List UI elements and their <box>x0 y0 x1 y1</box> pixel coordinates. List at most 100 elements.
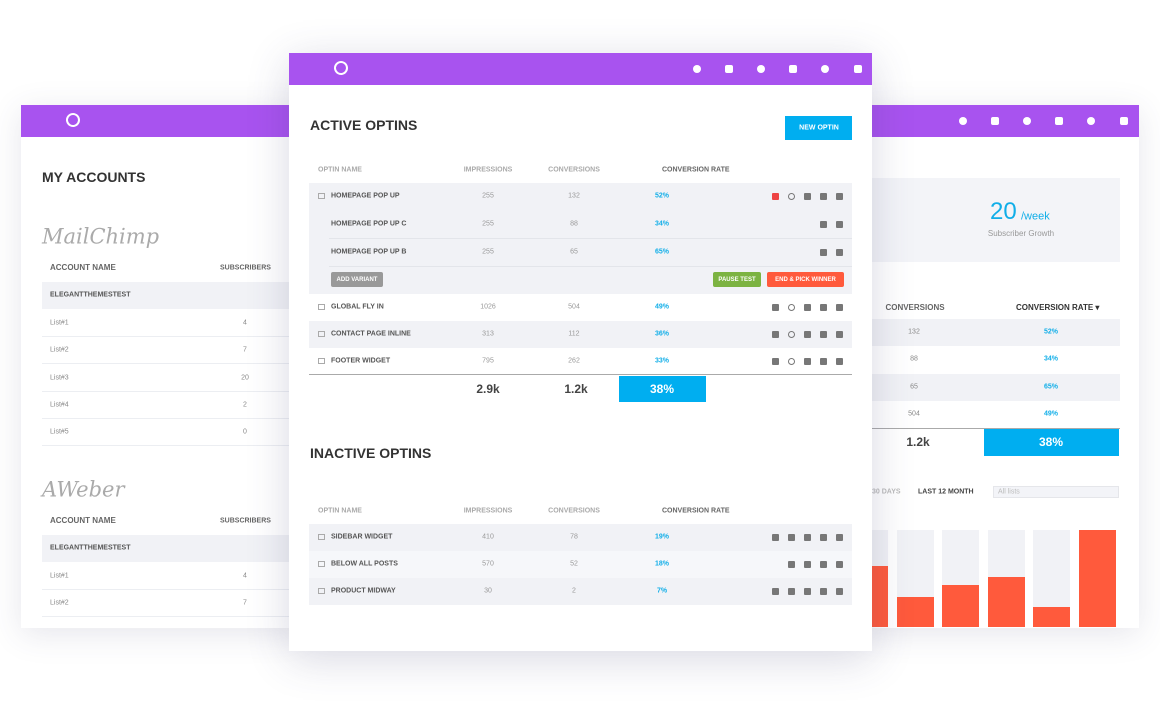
divider <box>42 363 302 365</box>
list-count: 7 <box>243 599 247 607</box>
row-icon <box>836 304 843 311</box>
bar <box>896 596 934 627</box>
conversions: 52 <box>570 560 578 568</box>
account-row <box>42 535 302 562</box>
conversions: 88 <box>570 220 578 228</box>
bar <box>987 576 1025 627</box>
nav-icon <box>757 65 765 73</box>
optin-name: GLOBAL FLY IN <box>331 303 384 311</box>
row-icon <box>836 588 843 595</box>
column-header: CONVERSION RATE <box>662 507 730 515</box>
optin-name: HOMEPAGE POP UP B <box>331 248 407 256</box>
conversion-rate: 33% <box>654 357 670 365</box>
nav-icon <box>693 65 701 73</box>
button-label: END & PICK WINNER <box>775 277 836 283</box>
provider-logo: AWeber <box>42 477 125 502</box>
total: 38% <box>1038 435 1064 449</box>
row-icon <box>836 358 843 365</box>
list-name: List#4 <box>50 401 69 409</box>
list-name: List#3 <box>50 374 69 382</box>
nav-icon <box>1023 117 1031 125</box>
conversion-rate: 49% <box>654 303 670 311</box>
cell: 65 <box>910 383 918 391</box>
conversions: 112 <box>568 330 580 338</box>
new-optin-button[interactable] <box>785 116 852 140</box>
select <box>993 486 1119 498</box>
stat-unit: /week <box>1021 210 1050 223</box>
divider <box>42 417 302 419</box>
list-name: List#1 <box>50 572 69 580</box>
row-icon <box>772 331 779 338</box>
cell: 132 <box>908 328 920 336</box>
optin-name: FOOTER WIDGET <box>331 357 391 365</box>
column-header: OPTIN NAME <box>318 166 362 174</box>
action-button[interactable] <box>767 272 844 287</box>
column-header: CONVERSION RATE ▾ <box>1016 303 1100 312</box>
divider <box>329 266 852 267</box>
impressions: 255 <box>482 192 494 200</box>
row-type-icon <box>318 331 325 337</box>
action-button[interactable] <box>713 272 761 287</box>
select-value: All lists <box>998 488 1020 496</box>
cell-rate: 65% <box>1043 383 1059 391</box>
nav-icon <box>789 65 797 73</box>
conversions: 78 <box>570 533 578 541</box>
divider <box>42 445 302 447</box>
action-button[interactable] <box>331 272 383 287</box>
section-title: ACTIVE OPTINS <box>310 117 418 133</box>
impressions: 410 <box>482 533 494 541</box>
nav-icon <box>1055 117 1063 125</box>
row-icon <box>836 331 843 338</box>
impressions: 30 <box>484 587 492 595</box>
divider <box>42 616 302 618</box>
row-icon <box>788 588 795 595</box>
list-count: 7 <box>243 346 247 354</box>
conversions: 2 <box>572 587 576 595</box>
row-icon <box>836 193 843 200</box>
stat-box <box>872 178 1120 262</box>
row-icon <box>820 561 827 568</box>
divider <box>42 390 302 392</box>
row-icon <box>804 588 811 595</box>
row-icon <box>804 331 811 338</box>
row-icon <box>836 534 843 541</box>
row-type-icon <box>318 534 325 540</box>
row-type-icon <box>318 588 325 594</box>
row-bg <box>859 373 1120 401</box>
row-icon <box>804 304 811 311</box>
cell-rate: 34% <box>1043 355 1059 363</box>
bar <box>1033 606 1070 627</box>
conversion-rate: 34% <box>654 220 670 228</box>
conversion-rate: 65% <box>654 248 670 256</box>
impressions: 570 <box>482 560 494 568</box>
row-icon <box>788 561 795 568</box>
accounts-panel: MY ACCOUNTS MailChimp ACCOUNT NAME SUBSCRIB… <box>21 105 302 628</box>
row-icon <box>836 561 843 568</box>
nav-icon <box>854 65 862 73</box>
divider <box>309 374 852 375</box>
conversions: 65 <box>570 248 578 256</box>
row-icon <box>788 193 795 200</box>
column-header: IMPRESSIONS <box>463 507 513 515</box>
header-bar <box>289 53 872 85</box>
list-name: List#2 <box>50 346 69 354</box>
impressions: 795 <box>482 357 494 365</box>
row-icon <box>772 193 779 200</box>
nav-icon <box>1120 117 1128 125</box>
optin-name: SIDEBAR WIDGET <box>331 533 393 541</box>
divider <box>859 428 1120 429</box>
bar <box>1078 530 1116 627</box>
cell: 88 <box>910 355 918 363</box>
button-label: NEW OPTIN <box>799 124 839 132</box>
row-bg <box>309 524 852 551</box>
list-count: 20 <box>241 374 249 382</box>
column-header: SUBSCRIBERS <box>220 517 271 525</box>
provider-logo: MailChimp <box>42 224 160 249</box>
list-name: List#5 <box>50 428 69 436</box>
cell-rate: 49% <box>1043 410 1059 418</box>
panel-title: MY ACCOUNTS <box>42 169 146 185</box>
conversion-rate: 19% <box>654 533 670 541</box>
row-icon <box>820 221 827 228</box>
row-icon <box>788 331 795 338</box>
column-header: CONVERSIONS <box>885 303 945 312</box>
